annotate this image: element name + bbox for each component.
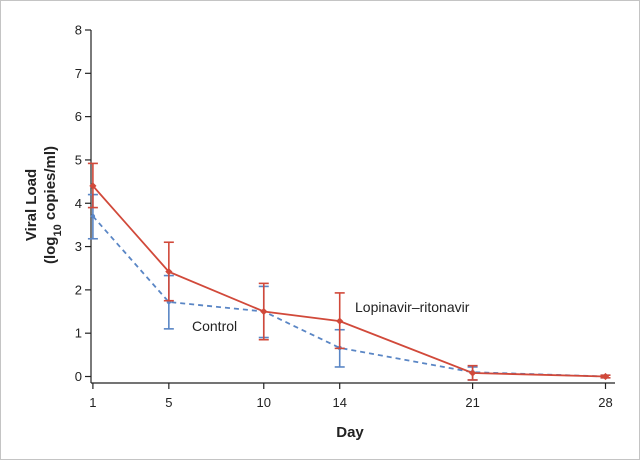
data-point	[89, 182, 97, 190]
data-point	[336, 317, 344, 325]
y-axis-title-unit: (log10 copies/ml)	[42, 146, 64, 264]
y-tick-label: 5	[75, 152, 82, 167]
y-tick-label: 2	[75, 282, 82, 297]
series-line	[92, 215, 606, 378]
data-point	[469, 369, 477, 377]
x-tick-label: 21	[465, 395, 479, 410]
series-lopinavir-ritonavir	[87, 162, 611, 381]
x-tick-label: 10	[257, 395, 271, 410]
series-label-control: Control	[192, 318, 237, 334]
y-tick-label: 7	[75, 66, 82, 81]
chart-marks	[87, 162, 611, 381]
y-tick-label: 1	[75, 326, 82, 341]
y-axis-title: Viral Load (log10 copies/ml)	[23, 146, 64, 264]
x-tick-label: 28	[598, 395, 612, 410]
y-axis-unit-prefix: (log	[42, 237, 59, 265]
x-axis-title: Day	[336, 424, 364, 441]
x-tick-label: 14	[332, 395, 346, 410]
x-tick-label: 5	[165, 395, 172, 410]
series-label-lopinavir-ritonavir: Lopinavir–ritonavir	[355, 299, 470, 315]
y-tick-label: 6	[75, 109, 82, 124]
data-point	[260, 307, 268, 316]
y-axis-unit-subscript: 10	[52, 224, 64, 236]
y-tick-label: 0	[75, 369, 82, 384]
series-control	[87, 193, 611, 381]
x-tick-label: 1	[89, 395, 96, 410]
data-point	[601, 372, 610, 381]
data-point	[90, 214, 96, 219]
y-tick-label: 3	[75, 239, 82, 254]
y-tick-label: 8	[75, 23, 82, 38]
data-point	[165, 268, 173, 276]
y-axis-unit-suffix: copies/ml)	[42, 146, 59, 224]
y-tick-label: 4	[75, 196, 82, 211]
series-line	[92, 185, 606, 378]
y-axis-title-main: Viral Load	[23, 169, 40, 241]
